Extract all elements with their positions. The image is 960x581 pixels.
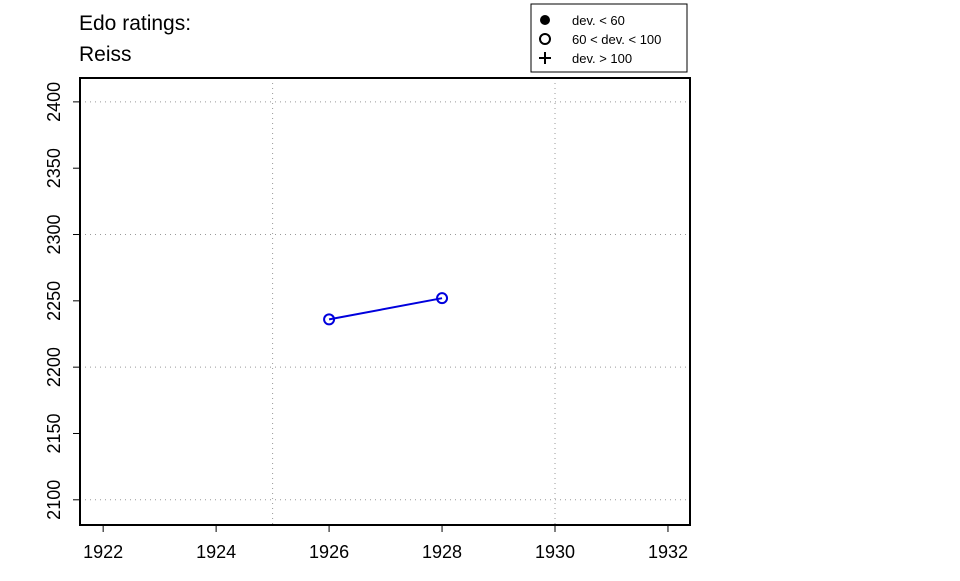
y-tick-label: 2350 (44, 148, 64, 188)
point (323, 313, 336, 326)
y-tick-label: 2400 (44, 82, 64, 122)
line (328, 297, 443, 321)
y-tick-label: 2200 (44, 347, 64, 387)
y-tick-label: 2100 (44, 480, 64, 520)
legend-symbol (540, 15, 550, 25)
legend-box (530, 3, 688, 73)
y-tick-label: 2150 (44, 413, 64, 453)
plot-frame (79, 77, 691, 526)
point (436, 292, 449, 305)
chart-subtitle: Reiss (79, 43, 132, 66)
x-tick-label: 1932 (648, 542, 688, 562)
legend-label: dev. > 100 (572, 51, 632, 66)
legend-symbol (539, 52, 551, 64)
x-tick-label: 1926 (309, 542, 349, 562)
legend-label: 60 < dev. < 100 (572, 32, 661, 47)
legend-label: dev. < 60 (572, 13, 625, 28)
x-tick-label: 1928 (422, 542, 462, 562)
x-tick-label: 1930 (535, 542, 575, 562)
x-tick-label: 1922 (83, 542, 123, 562)
y-tick-label: 2300 (44, 214, 64, 254)
legend-symbol (539, 33, 551, 45)
x-tick-label: 1924 (196, 542, 236, 562)
chart-title: Edo ratings: (79, 12, 191, 35)
y-tick-label: 2250 (44, 281, 64, 321)
